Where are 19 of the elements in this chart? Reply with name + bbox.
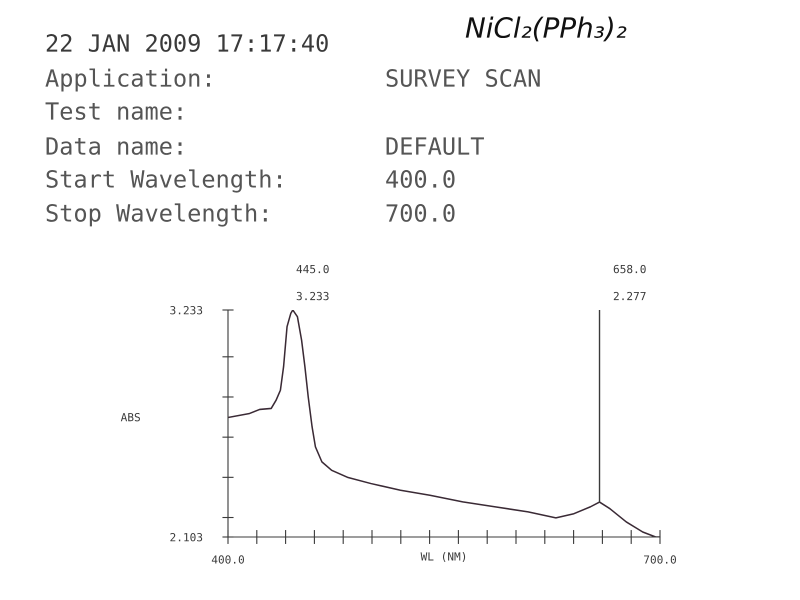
chart-title: 22 JAN 2009 17:17:40 (46, 34, 328, 52)
text: Application: (45, 68, 210, 92)
line-series (228, 310, 660, 537)
text: 445.0 (296, 264, 329, 274)
text: NiCl₂(PPh₃)₂ (466, 16, 626, 42)
text: 700.0 (386, 204, 455, 222)
text: Test name: (46, 102, 182, 120)
text: 658.0 (614, 264, 646, 274)
text: 3.233 (296, 292, 329, 300)
text: 2.277 (614, 292, 646, 300)
text: Stop Wavelength: (46, 203, 267, 227)
y-tick-label: 2.103 (170, 533, 202, 542)
text: Start Wavelength: (46, 169, 281, 193)
text: SURVEY SCAN (386, 69, 540, 87)
text: Data name: (46, 137, 182, 155)
x-axis-title: WL (NM) (420, 552, 466, 562)
text: DEFAULT (386, 137, 484, 155)
text: 400.0 (386, 170, 455, 188)
y-axis-title: ABS (120, 412, 140, 422)
